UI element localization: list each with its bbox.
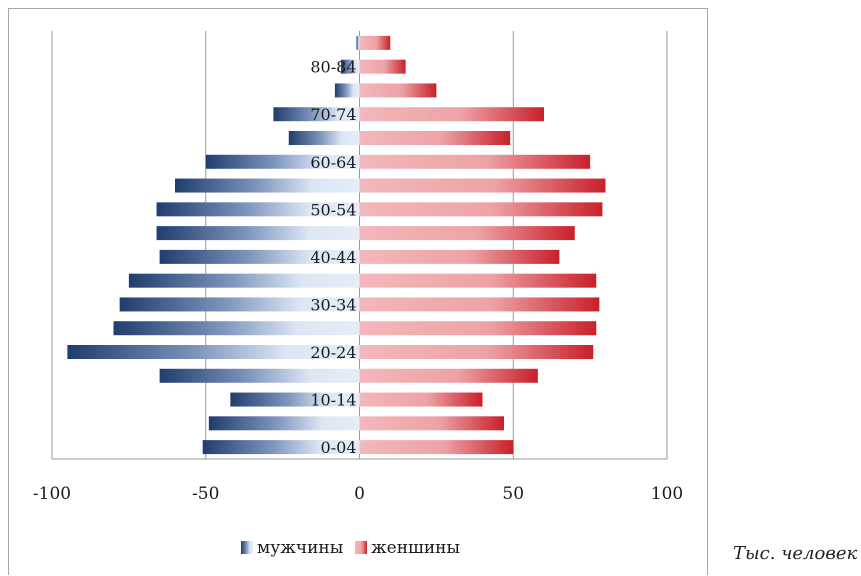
bar-male-85+	[356, 35, 360, 50]
x-tick-label-3: 50	[502, 484, 524, 504]
bar-female-65-69	[359, 131, 511, 145]
bar-male-60-64	[205, 154, 360, 169]
legend: мужчины женшины	[241, 538, 460, 558]
bar-male-80-84	[341, 59, 360, 74]
bar-male-10-14	[230, 392, 360, 407]
unit-caption: Тыс. человек	[733, 543, 858, 564]
bar-male-20-24	[67, 345, 360, 359]
bar-male-70-74	[273, 107, 360, 122]
category-label-60-64: 60-64	[310, 153, 356, 172]
bar-male-25-29	[113, 321, 360, 336]
bar-male-65-69	[288, 131, 360, 145]
x-tick-label-1: -50	[192, 484, 219, 504]
bar-female-30-34	[359, 297, 600, 312]
category-label-70-74: 70-74	[310, 105, 356, 124]
category-label-80-84: 80-84	[310, 58, 356, 77]
bar-female-40-44	[359, 249, 560, 264]
bar-female-0-04	[359, 440, 514, 455]
population-pyramid-chart: 0-04 10-14 20-24 30-34 40-44 50-54 60-64 70-74 8…	[33, 31, 683, 558]
bar-male-55-59	[175, 178, 360, 193]
bar-female-60-64	[359, 154, 591, 169]
bar-female-45-49	[359, 226, 575, 241]
bar-male-05-09	[208, 416, 360, 431]
grid-lines	[51, 31, 668, 460]
bar-male-40-44	[159, 249, 360, 264]
x-tick-label-4: 100	[651, 484, 683, 504]
bars	[67, 35, 606, 455]
bar-male-75-79	[334, 83, 360, 98]
bar-female-80-84	[359, 59, 406, 74]
bar-female-85+	[359, 35, 391, 50]
bar-male-50-54	[156, 202, 360, 217]
category-label-0-04: 0-04	[321, 438, 357, 457]
legend-swatch-male	[241, 541, 253, 554]
category-label-20-24: 20-24	[310, 343, 356, 362]
category-label-10-14: 10-14	[310, 391, 356, 410]
category-label-40-44: 40-44	[310, 248, 356, 267]
x-tick-label-0: -100	[33, 484, 71, 504]
bar-female-05-09	[359, 416, 505, 431]
bar-male-15-19	[159, 368, 360, 383]
chart-frame: 0-04 10-14 20-24 30-34 40-44 50-54 60-64 70-74 8…	[8, 8, 708, 575]
bar-male-30-34	[119, 297, 360, 312]
bar-female-55-59	[359, 178, 606, 193]
bar-female-25-29	[359, 321, 597, 336]
category-label-30-34: 30-34	[310, 295, 356, 314]
bar-female-10-14	[359, 392, 483, 407]
bar-female-75-79	[359, 83, 437, 98]
bar-female-35-39	[359, 273, 597, 288]
x-axis-tick-labels: -100 -50 0 50 100	[33, 484, 683, 504]
bar-male-0-04	[202, 440, 360, 455]
bar-male-35-39	[128, 273, 360, 288]
bar-female-15-19	[359, 368, 538, 383]
bar-female-70-74	[359, 107, 544, 122]
legend-label-female: женшины	[371, 538, 460, 558]
bar-female-20-24	[359, 345, 594, 359]
category-label-50-54: 50-54	[310, 200, 356, 219]
bar-female-50-54	[359, 202, 603, 217]
legend-label-male: мужчины	[257, 538, 343, 558]
x-tick-label-2: 0	[354, 484, 365, 504]
bar-male-45-49	[156, 226, 360, 241]
legend-swatch-female	[355, 541, 367, 554]
category-labels: 0-04 10-14 20-24 30-34 40-44 50-54 60-64 70-74 8…	[310, 58, 356, 457]
